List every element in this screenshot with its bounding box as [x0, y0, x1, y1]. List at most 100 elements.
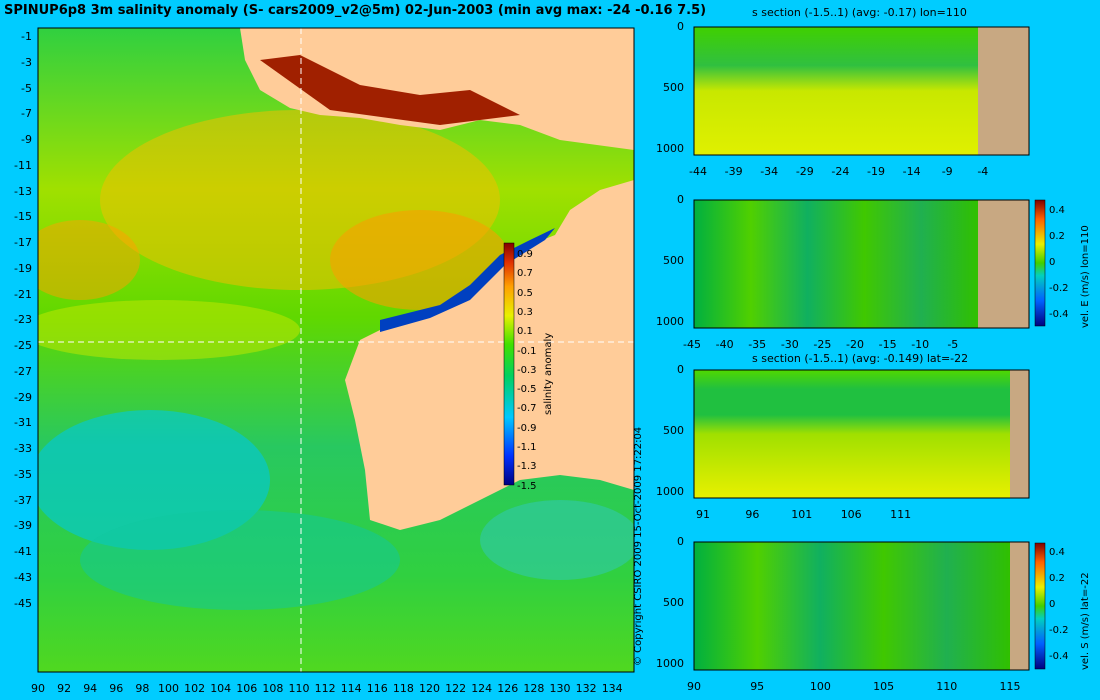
- map-y-tick: -1: [21, 30, 32, 43]
- land-indonesia: [240, 28, 634, 150]
- map-x-tick: 110: [288, 682, 310, 695]
- panel-y-tick: 0: [677, 20, 684, 33]
- map-x-tick: 112: [314, 682, 336, 695]
- panel-colorbar-tick: -0.2: [1049, 625, 1069, 636]
- map-x-tick: 92: [57, 682, 72, 695]
- map-x-tick: 120: [419, 682, 440, 695]
- map-y-tick: -21: [14, 287, 32, 301]
- panel-x-tick: 95: [750, 680, 765, 693]
- panel-y-tick: 0: [677, 363, 684, 376]
- panel-x-tick: -14: [902, 165, 921, 178]
- map-x-tick: 132: [575, 682, 597, 695]
- panel-x-tick: 115: [999, 680, 1021, 693]
- map-y-tick: -11: [14, 158, 32, 172]
- map-colorbar-tick: 0.9: [517, 249, 533, 260]
- panel-x-tick: 90: [687, 680, 701, 693]
- map-x-tick: 90: [31, 682, 45, 695]
- panel-y-tick: 500: [663, 254, 684, 267]
- map-y-tick: -35: [14, 467, 32, 481]
- panel-x-tick: -19: [867, 165, 885, 178]
- panel-colorbar-tick: -0.4: [1049, 651, 1069, 662]
- map-colorbar-tick: 0.7: [517, 268, 533, 280]
- panel-y-tick: 1000: [656, 657, 684, 670]
- panel-2-colorbar-label: vel. E (m/s) lon=110: [1080, 225, 1091, 328]
- map-colorbar-tick: 0.1: [517, 326, 533, 338]
- map-y-tick: -31: [14, 416, 32, 430]
- panel-x-tick: 101: [791, 508, 813, 521]
- map-x-tick: 94: [83, 682, 98, 695]
- panel-x-tick: -40: [715, 338, 734, 351]
- panel-x-tick: -45: [683, 338, 701, 351]
- map-frame: [37, 27, 635, 673]
- panel-x-tick: -25: [813, 338, 832, 351]
- map-x-tick: 116: [366, 682, 388, 695]
- map-colorbar-tick: -0.1: [517, 345, 537, 357]
- map-y-tick: -43: [14, 570, 32, 584]
- panel-x-tick: -4: [977, 165, 989, 178]
- panel-x-tick: -39: [724, 165, 743, 178]
- map-x-tick: 134: [601, 682, 623, 695]
- map-y-tick: -27: [14, 364, 32, 378]
- map-field: [38, 28, 634, 672]
- map-y-tick: -37: [14, 493, 32, 507]
- panel-3-title: s section (-1.5..1) (avg: -0.149) lat=-2…: [752, 352, 969, 365]
- map-y-tick: -7: [21, 107, 32, 121]
- map-x-tick: 104: [210, 682, 232, 695]
- panel-x-tick: -34: [760, 165, 779, 178]
- panel-colorbar-tick: 0.2: [1049, 573, 1065, 584]
- map-x-tick: 114: [340, 682, 362, 695]
- panel-colorbar-tick: 0: [1049, 257, 1056, 268]
- panel-y-tick: 1000: [656, 142, 684, 155]
- map-y-tick: -23: [14, 313, 32, 327]
- map-y-tick: -45: [14, 596, 32, 610]
- panel-x-tick: 110: [936, 680, 958, 693]
- map-colorbar-tick: -0.9: [517, 422, 537, 434]
- panel-colorbar-tick: 0.2: [1049, 231, 1065, 242]
- map-x-tick: 124: [471, 682, 493, 695]
- land-australia: [345, 180, 634, 530]
- panel-x-tick: -10: [911, 338, 930, 351]
- vel-south-colorbar: [1034, 542, 1046, 670]
- panel-x-tick: 100: [809, 680, 831, 693]
- panel-2-vel-east-lon110: [693, 199, 1046, 329]
- panel-4-vel-south-lat22: [693, 541, 1046, 671]
- map-x-tick: 126: [497, 682, 519, 695]
- map-x-tick: 102: [184, 682, 206, 695]
- panel-x-tick: -35: [748, 338, 767, 351]
- map-colorbar-tick: -1.3: [517, 461, 537, 473]
- panel-y-tick: 500: [663, 424, 684, 437]
- map-y-tick: -41: [14, 545, 32, 558]
- panel-colorbar-tick: -0.4: [1049, 309, 1069, 320]
- panel-x-tick: -20: [846, 338, 864, 351]
- panel-1-title: s section (-1.5..1) (avg: -0.17) lon=110: [752, 6, 967, 19]
- vel-east-colorbar: [1034, 199, 1046, 327]
- map-colorbar-tick: -1.1: [517, 442, 537, 453]
- map-y-tick: -33: [14, 442, 32, 455]
- panel-x-tick: -29: [795, 165, 814, 178]
- map-x-tick: 118: [392, 682, 414, 695]
- map-y-tick: -17: [14, 236, 32, 249]
- panel-x-tick: 96: [745, 508, 760, 521]
- map-x-tick: 98: [135, 682, 150, 695]
- map-colorbar-tick: 0.3: [517, 306, 533, 318]
- map-y-tick: -19: [14, 261, 32, 275]
- map-x-tick: 128: [523, 682, 545, 695]
- panel-x-tick: -24: [831, 165, 850, 178]
- panel-x-tick: 91: [696, 508, 710, 521]
- panel-colorbar-tick: 0.4: [1049, 547, 1065, 558]
- panel-y-tick: 500: [663, 596, 684, 609]
- map-y-tick: -25: [14, 339, 32, 352]
- map-y-tick: -5: [21, 81, 32, 95]
- panel-x-tick: -44: [689, 165, 707, 178]
- panel-x-tick: -15: [878, 338, 897, 351]
- map-y-tick: -13: [14, 184, 32, 198]
- map-title: SPINUP6p8 3m salinity anomaly (S- cars20…: [4, 3, 707, 18]
- map-x-tick: 122: [445, 682, 467, 695]
- map-colorbar-tick: 0.5: [517, 287, 533, 299]
- map-y-tick: -29: [14, 390, 32, 404]
- map-colorbar-tick: -0.7: [517, 403, 537, 415]
- map-colorbar-tick: -0.5: [517, 384, 537, 396]
